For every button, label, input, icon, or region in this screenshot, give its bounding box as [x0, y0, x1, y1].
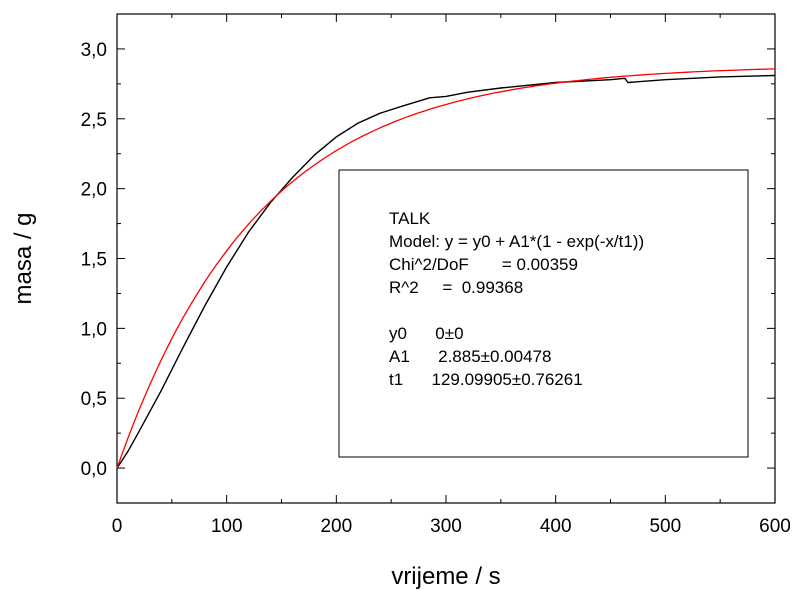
- y-tick-label: 3,0: [81, 40, 107, 61]
- y-axis-title: masa / g: [10, 212, 37, 304]
- y-tick-label: 1,5: [81, 250, 107, 271]
- x-tick-label: 500: [649, 516, 681, 537]
- fit-results-line: Chi^2/DoF = 0.00359: [389, 255, 578, 274]
- x-tick-label: 100: [211, 516, 243, 537]
- x-axis-title: vrijeme / s: [391, 563, 500, 590]
- data-series-line: [116, 74, 776, 469]
- x-tick-label: 0: [112, 516, 123, 537]
- fit-results-line: TALK: [389, 209, 431, 228]
- y-tick-label: 2,0: [81, 180, 107, 201]
- y-tick-label: 0,0: [81, 459, 107, 480]
- y-tick-label: 1,0: [81, 319, 107, 340]
- x-tick-label: 400: [540, 516, 572, 537]
- fit-series-line: [116, 68, 776, 469]
- fit-results-line: t1 129.09905±0.76261: [389, 370, 583, 389]
- x-tick-label: 600: [759, 516, 791, 537]
- x-tick-label: 300: [430, 516, 462, 537]
- fit-results-box: [338, 169, 749, 458]
- fit-results-line: R^2 = 0.99368: [389, 278, 523, 297]
- fit-results-line: y0 0±0: [389, 324, 464, 343]
- y-tick-label: 2,5: [81, 110, 107, 131]
- y-tick-label: 0,5: [81, 389, 107, 410]
- fit-results-line: Model: y = y0 + A1*(1 - exp(-x/t1)): [389, 232, 644, 251]
- x-tick-label: 200: [320, 516, 352, 537]
- plot-layer: 0 100 200 300 400 500 600 0,0 0,5 1,0 1,5 2,0 2,5 3,0…: [10, 13, 791, 590]
- fit-results-line: A1 2.885±0.00478: [389, 347, 551, 366]
